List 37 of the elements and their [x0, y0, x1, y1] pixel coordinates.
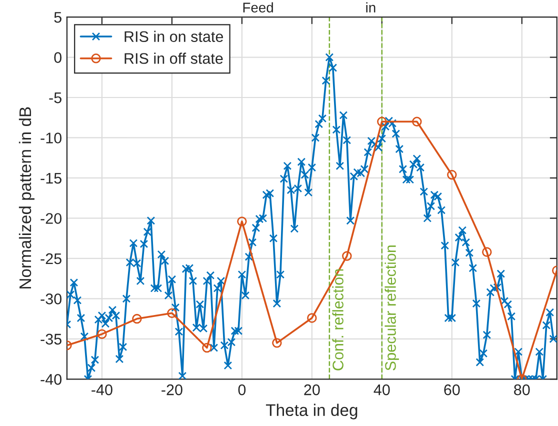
y-tick-label: -30: [40, 294, 62, 304]
point: [377, 116, 387, 127]
ref-line-label: Specular reflection: [384, 246, 399, 370]
x-tick-label: 0: [238, 384, 246, 396]
x-tick-label: -40: [92, 384, 112, 396]
y-tick-label: -35: [40, 334, 62, 345]
point: [307, 313, 317, 323]
point: [342, 251, 352, 261]
y-tick-label: -15: [40, 173, 62, 184]
point: [447, 170, 457, 180]
y-tick-label: 0: [54, 52, 62, 63]
point: [237, 216, 247, 226]
x-tick-label: 80: [514, 384, 530, 396]
point: [412, 116, 422, 127]
point: [202, 342, 212, 353]
x-axis-title: Theta in deg: [266, 404, 358, 420]
ref-line-label: Conf. reflection: [332, 269, 344, 370]
text: Feed: [243, 2, 273, 12]
x-tick-label: 40: [374, 384, 390, 396]
text: in: [366, 2, 376, 12]
point: [482, 247, 492, 257]
x-tick-label: -20: [162, 384, 182, 396]
point: [272, 338, 282, 348]
y-tick-label: -25: [40, 253, 62, 264]
y-tick-label: -10: [40, 132, 62, 144]
y-axis-title: Normalized pattern in dB: [18, 107, 34, 288]
y-tick-label: 5: [54, 12, 62, 23]
y-tick-label: -40: [40, 374, 62, 385]
x-tick-label: 20: [304, 384, 320, 396]
point: [167, 308, 177, 318]
y-tick-label: -5: [49, 92, 62, 104]
point: [132, 314, 142, 324]
legend-label: RIS in off state: [124, 52, 223, 64]
legend-label: RIS in on state: [124, 30, 224, 42]
point: [97, 329, 107, 339]
x-tick-label: 60: [444, 384, 460, 396]
y-tick-label: -20: [40, 213, 62, 224]
